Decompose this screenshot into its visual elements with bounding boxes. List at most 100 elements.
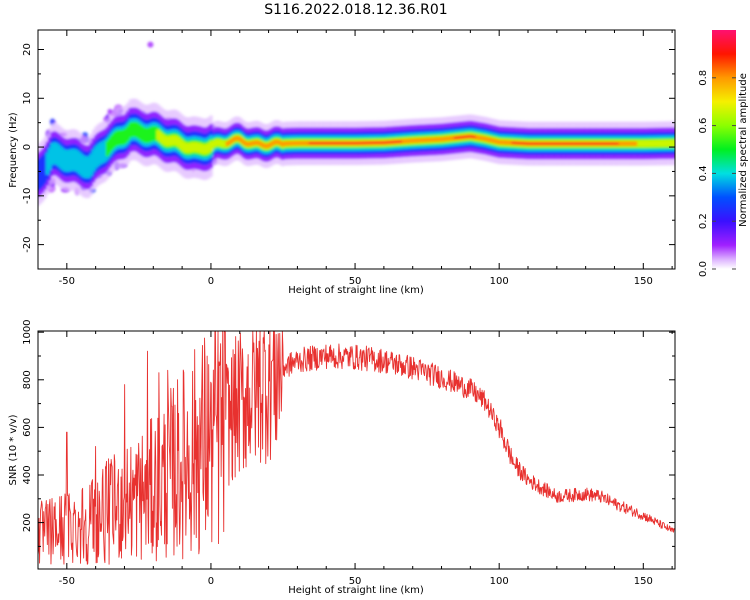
heatmap-cell [207,142,211,154]
heatmap-cell [550,142,555,145]
heatmap-cell [663,139,668,147]
heatmap-cell [661,139,665,148]
heatmap-cell [350,142,354,145]
y-tick-label: 20 [22,43,33,56]
heatmap-cell [437,137,442,142]
x-tick-label: 0 [208,576,214,587]
heatmap-cell [299,140,303,146]
heatmap-cell [412,138,416,143]
heatmap-cell [211,140,216,148]
heatmap-cell [271,140,276,146]
heatmap-cell [649,139,654,148]
snr-plot-area [38,331,675,569]
heatmap-cell [518,142,522,145]
heatmap-cell [474,135,479,140]
heatmap-cell [665,139,670,147]
heatmap-cell [541,142,545,145]
heatmap-cell [287,141,292,146]
snr-panel: -50 0 50 100 150 200 400 600 800 1000 Height of … [8,319,676,596]
heatmap-cell [375,141,379,144]
heatmap-cell [527,142,532,145]
heatmap-cell [575,142,580,145]
heatmap-cell [179,139,183,150]
heatmap-cell [460,136,465,139]
heatmap-cell [596,142,601,145]
heatmap-cell [504,140,509,145]
heatmap-cell [338,142,343,145]
heatmap-cell [578,142,582,145]
heatmap-cell [200,143,204,154]
spectrogram-panel: -50 0 50 100 150 -20 -10 0 10 20 Height of strai… [8,29,676,296]
heatmap-cell [329,142,333,145]
heatmap-cell [186,143,190,154]
x-tick-label: 100 [490,576,509,587]
heatmap-cell [481,136,486,141]
heatmap-cell [255,140,260,145]
snr-x-label: Height of straight line (km) [288,585,424,596]
heatmap-cell [213,139,218,147]
heatmap-cell [633,141,638,146]
heatmap-cell [453,136,458,139]
heatmap-cell [386,141,391,144]
colorbar-tick-label: 0.4 [698,165,709,181]
heatmap-cell [534,142,539,145]
heatmap-cell [398,140,403,143]
heatmap-cell [296,140,301,146]
heatmap-cell [322,142,326,145]
heatmap-cell [472,135,476,138]
heatmap-cell [84,156,89,179]
heatmap-cell [181,141,186,152]
heatmap-cell [324,142,329,145]
heatmap-cell [269,142,273,147]
x-tick-label: 50 [349,576,362,587]
heatmap-cell [112,132,117,148]
x-tick-label: 0 [208,276,214,287]
heatmap-cell [347,142,352,145]
heatmap-cell [370,141,375,144]
heatmap-cell [403,139,407,144]
heatmap-cell [433,137,437,142]
heatmap-cell [499,140,504,145]
heatmap-cell [488,137,492,143]
heatmap-cell [548,142,552,145]
heatmap-cell [495,139,499,144]
heatmap-cell [160,133,165,145]
heatmap-cell [465,135,469,138]
heatmap-cell [536,142,541,145]
heatmap-cell [266,143,271,148]
figure-title: S116.2022.018.12.36.R01 [264,2,447,18]
heatmap-cell [41,155,45,187]
heatmap-cell [428,137,432,143]
heatmap-cell [193,141,197,153]
heatmap-cell [276,139,280,145]
heatmap-cell [442,136,446,142]
heatmap-cell [313,142,317,145]
heatmap-cell [50,143,54,166]
snr-y-label: SNR (10 * v/v) [8,414,19,485]
heatmap-cell [608,142,612,145]
spectrogram-x-label: Height of straight line (km) [288,285,424,296]
heatmap-cell [426,137,430,143]
heatmap-cell [220,140,225,148]
heatmap-cell [126,125,130,141]
heatmap-cell [416,138,421,143]
heatmap-cell [317,142,322,145]
heatmap-cell [195,142,200,153]
heatmap-cell [301,140,306,146]
heatmap-cell [631,141,635,146]
heatmap-cell [564,142,569,145]
heatmap-cell [439,137,444,142]
heatmap-cell [384,141,389,144]
heatmap-cell [492,138,497,144]
heatmap-cell [469,135,474,138]
heatmap-cell [135,122,140,138]
spectrogram-frame [37,29,676,270]
snr-x-ticks: -50 0 50 100 150 [37,331,673,587]
heatmap-cell [592,142,596,145]
heatmap-cell [414,138,419,143]
heatmap-cell [234,136,239,141]
heatmap-cell [283,141,287,146]
heatmap-cell [306,140,310,146]
heatmap-cell [333,142,338,145]
heatmap-cell [121,129,126,145]
